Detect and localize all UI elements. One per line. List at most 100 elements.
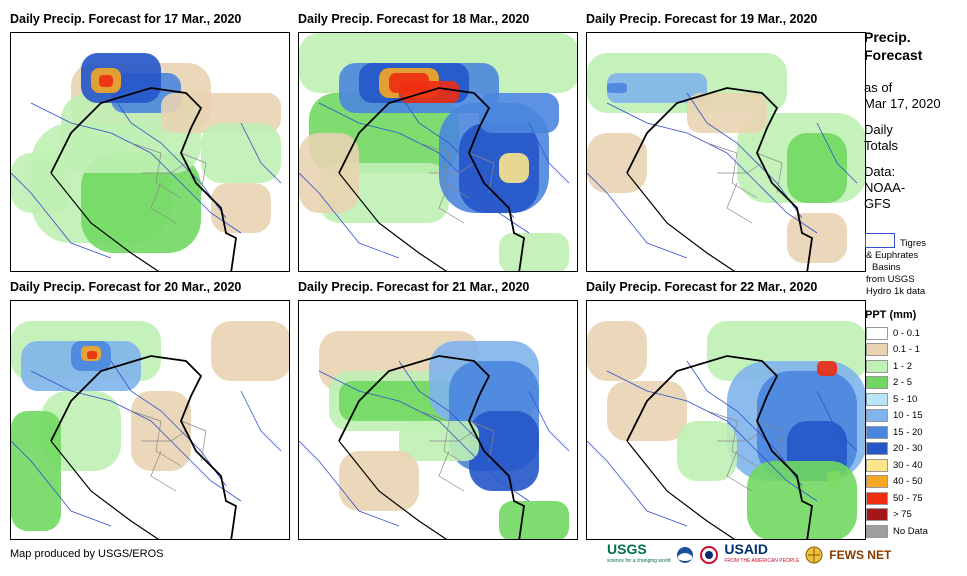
precip-area bbox=[787, 213, 847, 263]
precip-area bbox=[499, 233, 569, 271]
precip-area bbox=[587, 321, 647, 381]
sidebar-info: Precip. Forecast as of Mar 17, 2020 Dail… bbox=[864, 28, 967, 212]
fewsnet-logo: FEWS NET bbox=[829, 548, 892, 562]
precip-area bbox=[499, 501, 569, 539]
basin-line: Tigres bbox=[900, 238, 927, 249]
legend-item: 15 - 20 bbox=[866, 424, 923, 440]
country-border bbox=[338, 172, 448, 271]
legend-item: No Data bbox=[866, 523, 928, 539]
country-border bbox=[50, 440, 160, 539]
map-canvas bbox=[299, 331, 570, 539]
usaid-tagline: FROM THE AMERICAN PEOPLE bbox=[724, 558, 800, 564]
legend-label: 5 - 10 bbox=[893, 393, 918, 405]
precip-map bbox=[298, 300, 578, 540]
precip-area bbox=[817, 361, 837, 376]
sidebar-heading-line2: Forecast bbox=[864, 47, 923, 63]
country-border bbox=[338, 440, 448, 539]
precip-map bbox=[298, 32, 578, 272]
map-canvas bbox=[587, 321, 865, 539]
basin-legend-swatch bbox=[865, 233, 895, 248]
precip-area bbox=[607, 83, 627, 93]
legend-label: 40 - 50 bbox=[893, 476, 923, 487]
legend-swatch bbox=[866, 343, 888, 356]
precip-area bbox=[211, 183, 271, 233]
province-boundary bbox=[130, 142, 207, 224]
legend-label: 1 - 2 bbox=[893, 360, 913, 372]
legend-item: 1 - 2 bbox=[866, 358, 912, 374]
country-border bbox=[338, 355, 525, 539]
legend-item: 20 - 30 bbox=[866, 441, 923, 457]
precip-area bbox=[479, 93, 559, 133]
panel-title: Daily Precip. Forecast for 20 Mar., 2020 bbox=[10, 280, 242, 294]
precip-area bbox=[81, 153, 201, 253]
basin-line: Basins bbox=[872, 262, 901, 273]
usaid-seal-icon bbox=[700, 546, 719, 564]
legend-label: 15 - 20 bbox=[893, 426, 923, 438]
legend-swatch bbox=[866, 392, 888, 406]
precip-area bbox=[499, 153, 529, 183]
legend-swatch bbox=[866, 491, 888, 505]
province-boundary bbox=[418, 142, 495, 224]
daily-label: Daily bbox=[864, 122, 893, 137]
basin-line: from USGS bbox=[866, 274, 915, 285]
legend-label: 50 - 75 bbox=[893, 492, 923, 504]
usgs-tagline: science for a changing world bbox=[607, 558, 671, 564]
legend-swatch bbox=[866, 442, 888, 455]
precip-area bbox=[587, 133, 647, 193]
country-border bbox=[50, 172, 160, 271]
legend-item: > 75 bbox=[866, 507, 912, 523]
asof-label: as of bbox=[864, 80, 893, 95]
map-canvas bbox=[11, 53, 282, 271]
legend-item: 30 - 40 bbox=[866, 457, 923, 473]
precip-area bbox=[687, 93, 767, 133]
precip-area bbox=[87, 351, 97, 359]
panel-title: Daily Precip. Forecast for 17 Mar., 2020 bbox=[10, 12, 242, 26]
precip-map bbox=[586, 32, 866, 272]
legend-label: 2 - 5 bbox=[893, 377, 913, 388]
precip-area bbox=[299, 133, 359, 213]
totals-label: Totals bbox=[864, 138, 898, 153]
basin-line: Hydro 1k data bbox=[866, 286, 926, 297]
map-canvas bbox=[11, 321, 289, 539]
basin-river bbox=[587, 92, 858, 259]
legend-item: 0.1 - 1 bbox=[866, 342, 920, 358]
country-border bbox=[50, 87, 237, 271]
legend-item: 0 - 0.1 bbox=[866, 325, 920, 341]
legend-title: PPT (mm) bbox=[865, 309, 917, 321]
panel-title: Daily Precip. Forecast for 19 Mar., 2020 bbox=[586, 12, 818, 26]
legend-item: 40 - 50 bbox=[866, 474, 923, 490]
legend-swatch bbox=[866, 458, 888, 472]
data-label: Data: bbox=[864, 164, 896, 179]
precip-area bbox=[389, 73, 429, 93]
legend-swatch bbox=[866, 425, 888, 439]
legend-swatch bbox=[866, 475, 888, 488]
basin-river bbox=[11, 360, 282, 527]
precip-area bbox=[11, 411, 61, 531]
precip-area bbox=[211, 321, 289, 381]
province-boundary bbox=[706, 142, 783, 224]
legend-label: 30 - 40 bbox=[893, 459, 923, 471]
province-boundary bbox=[706, 410, 783, 492]
basin-river bbox=[299, 92, 570, 259]
legend-item: 50 - 75 bbox=[866, 490, 923, 506]
precip-area bbox=[99, 75, 113, 87]
legend-swatch bbox=[866, 359, 888, 373]
legend-label: 0 - 0.1 bbox=[893, 327, 920, 339]
legend-item: 10 - 15 bbox=[866, 408, 923, 424]
partner-logos: USGS science for a changing world USAID … bbox=[607, 542, 892, 567]
province-boundary bbox=[418, 410, 495, 492]
noaa-logo bbox=[677, 547, 694, 563]
sidebar-heading-line1: Precip. bbox=[864, 29, 911, 45]
map-canvas bbox=[587, 53, 865, 271]
legend-label: 20 - 30 bbox=[893, 443, 923, 454]
precip-area bbox=[607, 381, 687, 441]
precip-area bbox=[339, 451, 419, 511]
basin-line: & Euphrates bbox=[866, 250, 919, 261]
data-source-line1: NOAA- bbox=[864, 180, 906, 195]
precip-area bbox=[201, 123, 281, 183]
legend-swatch bbox=[866, 376, 888, 389]
country-border bbox=[626, 355, 813, 539]
legend-label: No Data bbox=[893, 525, 928, 537]
legend-label: 10 - 15 bbox=[893, 410, 923, 421]
country-border bbox=[50, 355, 237, 539]
